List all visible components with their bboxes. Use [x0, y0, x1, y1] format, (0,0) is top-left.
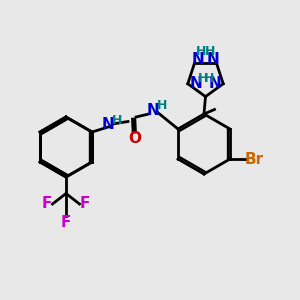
Text: H: H [198, 72, 208, 85]
Text: H: H [111, 114, 122, 128]
Text: Br: Br [245, 152, 264, 166]
Text: H: H [196, 45, 206, 58]
Text: N: N [192, 52, 205, 67]
Text: N: N [208, 76, 221, 91]
Text: H: H [204, 72, 214, 85]
Text: H: H [205, 45, 215, 58]
Text: N: N [206, 52, 219, 67]
Text: N: N [190, 76, 203, 91]
Text: F: F [61, 215, 71, 230]
Text: F: F [42, 196, 52, 211]
Text: F: F [80, 196, 90, 211]
Text: H: H [156, 99, 167, 112]
Text: N: N [146, 103, 159, 118]
Text: O: O [128, 131, 141, 146]
Text: N: N [101, 117, 114, 132]
